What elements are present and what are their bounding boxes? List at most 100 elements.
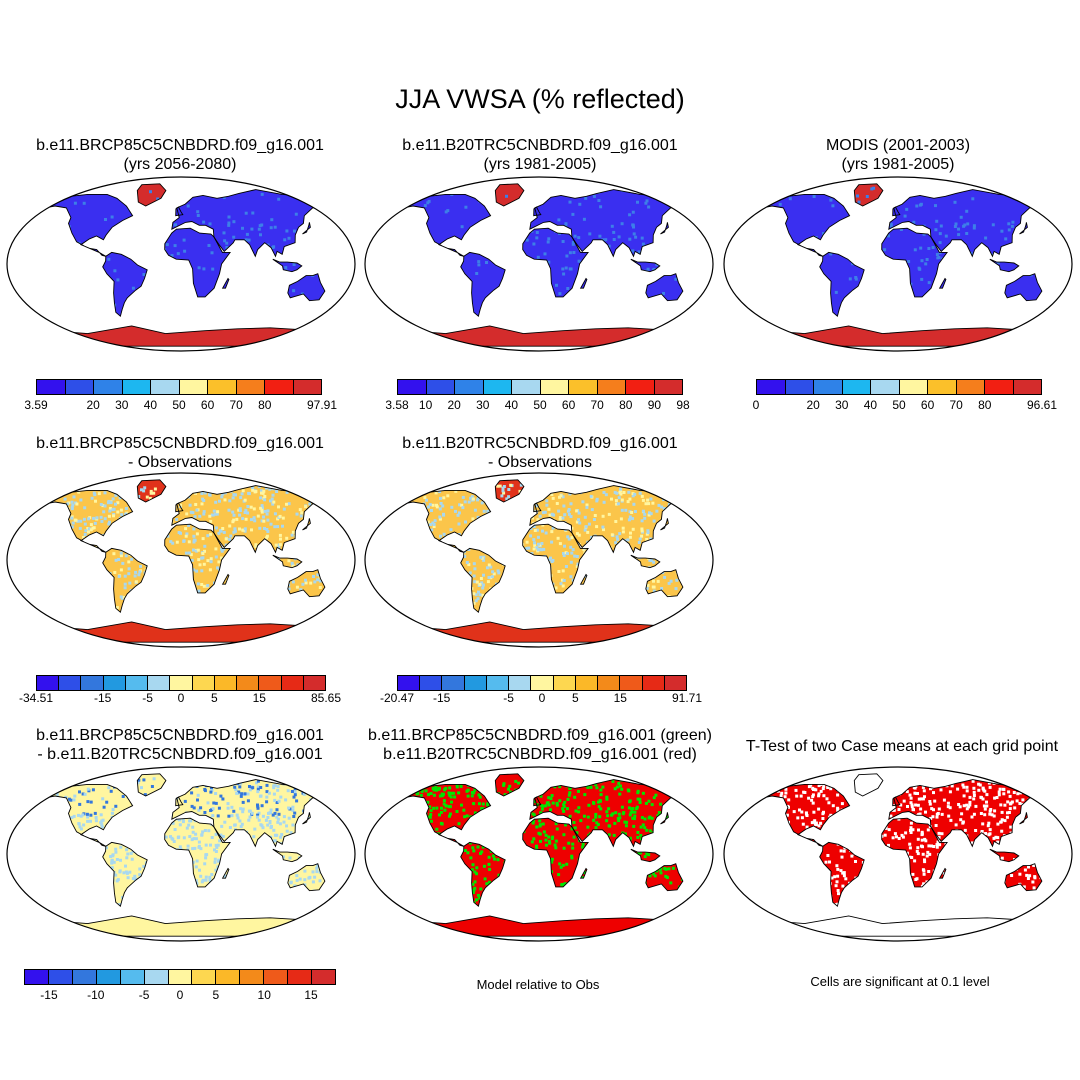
- grid-cell: [604, 238, 608, 242]
- grid-cell: [643, 826, 647, 830]
- grid-cell: [604, 493, 608, 497]
- grid-cell: [268, 811, 271, 815]
- grid-cell: [314, 786, 318, 790]
- grid-cell: [457, 522, 461, 526]
- grid-cell: [473, 508, 477, 512]
- land-northAmerica: [401, 784, 491, 847]
- grid-cell: [208, 877, 212, 881]
- grid-cell: [77, 822, 81, 826]
- grid-cell: [192, 548, 195, 552]
- grid-cell: [565, 862, 569, 866]
- grid-cell: [270, 497, 274, 501]
- grid-cell: [475, 872, 478, 876]
- grid-cell: [558, 516, 562, 520]
- grid-cell: [1016, 192, 1020, 196]
- grid-cell: [222, 231, 226, 235]
- grid-cell: [497, 571, 501, 575]
- grid-cell: [469, 856, 473, 860]
- grid-cell: [326, 801, 330, 805]
- grid-cell: [639, 851, 643, 855]
- grid-cell: [583, 793, 587, 797]
- grid-cell: [277, 557, 281, 560]
- grid-cell: [287, 236, 291, 240]
- grid-cell: [206, 801, 210, 805]
- grid-cell: [102, 805, 106, 809]
- grid-cell: [239, 794, 243, 798]
- map-border: [6, 472, 356, 648]
- grid-cell: [137, 573, 141, 577]
- grid-cell: [62, 779, 66, 782]
- grid-cell: [478, 896, 482, 900]
- grid-cell: [667, 581, 671, 585]
- grid-cell: [116, 278, 120, 282]
- grid-cell: [175, 540, 179, 544]
- grid-cell: [472, 888, 476, 892]
- grid-cell: [472, 574, 476, 578]
- grid-cell: [633, 817, 636, 821]
- grid-cell: [620, 498, 624, 502]
- grid-cell: [214, 843, 218, 847]
- grid-cell: [899, 228, 903, 231]
- grid-cell: [442, 799, 446, 803]
- grid-cell: [49, 791, 53, 795]
- coastline-australia: [287, 569, 326, 598]
- grid-cell: [209, 560, 213, 564]
- grid-cell: [265, 528, 269, 531]
- grid-cell: [561, 807, 565, 811]
- grid-cell: [561, 267, 565, 271]
- grid-cell: [117, 558, 121, 561]
- grid-cell: [55, 792, 59, 796]
- grid-cell: [648, 874, 652, 878]
- grid-cell: [488, 867, 492, 871]
- grid-cell: [627, 806, 631, 810]
- grid-cell: [581, 845, 585, 849]
- grid-cell: [176, 252, 180, 256]
- grid-cell: [423, 496, 427, 500]
- grid-cell: [83, 506, 87, 510]
- grid-cell: [449, 795, 453, 799]
- grid-cell: [260, 192, 264, 196]
- grid-cell: [595, 525, 599, 529]
- grid-cell: [1011, 220, 1015, 224]
- grid-cell: [569, 515, 573, 518]
- grid-cell: [214, 850, 218, 853]
- grid-cell: [256, 790, 260, 794]
- grid-cell: [618, 792, 622, 796]
- grid-cell: [269, 808, 273, 812]
- grid-cell: [480, 501, 484, 505]
- grid-cell: [636, 830, 640, 834]
- grid-cell: [204, 875, 208, 879]
- grid-cell: [571, 212, 575, 216]
- grid-cell: [221, 835, 225, 838]
- grid-cell: [657, 811, 661, 814]
- map-panel-6: [6, 766, 356, 942]
- grid-cell: [544, 838, 548, 842]
- grid-cell: [644, 801, 648, 805]
- grid-cell: [197, 808, 201, 812]
- grid-cell: [226, 802, 230, 806]
- grid-cell: [194, 837, 198, 841]
- grid-cell: [196, 548, 200, 552]
- grid-cell: [954, 222, 958, 226]
- grid-cell: [228, 826, 232, 829]
- grid-cell: [86, 800, 90, 804]
- grid-cell: [570, 827, 574, 831]
- grid-cell: [632, 225, 635, 229]
- grid-cell: [562, 554, 566, 557]
- grid-cell: [984, 236, 988, 240]
- coastline-japan: [1019, 222, 1028, 235]
- map-panel-4: [6, 472, 356, 648]
- grid-cell: [558, 799, 562, 803]
- grid-cell: [119, 845, 123, 849]
- grid-cell: [502, 491, 506, 495]
- grid-cell: [479, 555, 483, 559]
- grid-cell: [228, 524, 232, 528]
- coastline-eurasia: [529, 189, 688, 258]
- grid-cell: [202, 220, 206, 224]
- grid-cell: [272, 828, 276, 832]
- grid-cell: [285, 502, 288, 506]
- grid-cell: [199, 847, 203, 851]
- coastline-eurasia: [171, 189, 330, 258]
- grid-cell: [165, 243, 169, 247]
- grid-cell: [532, 525, 536, 528]
